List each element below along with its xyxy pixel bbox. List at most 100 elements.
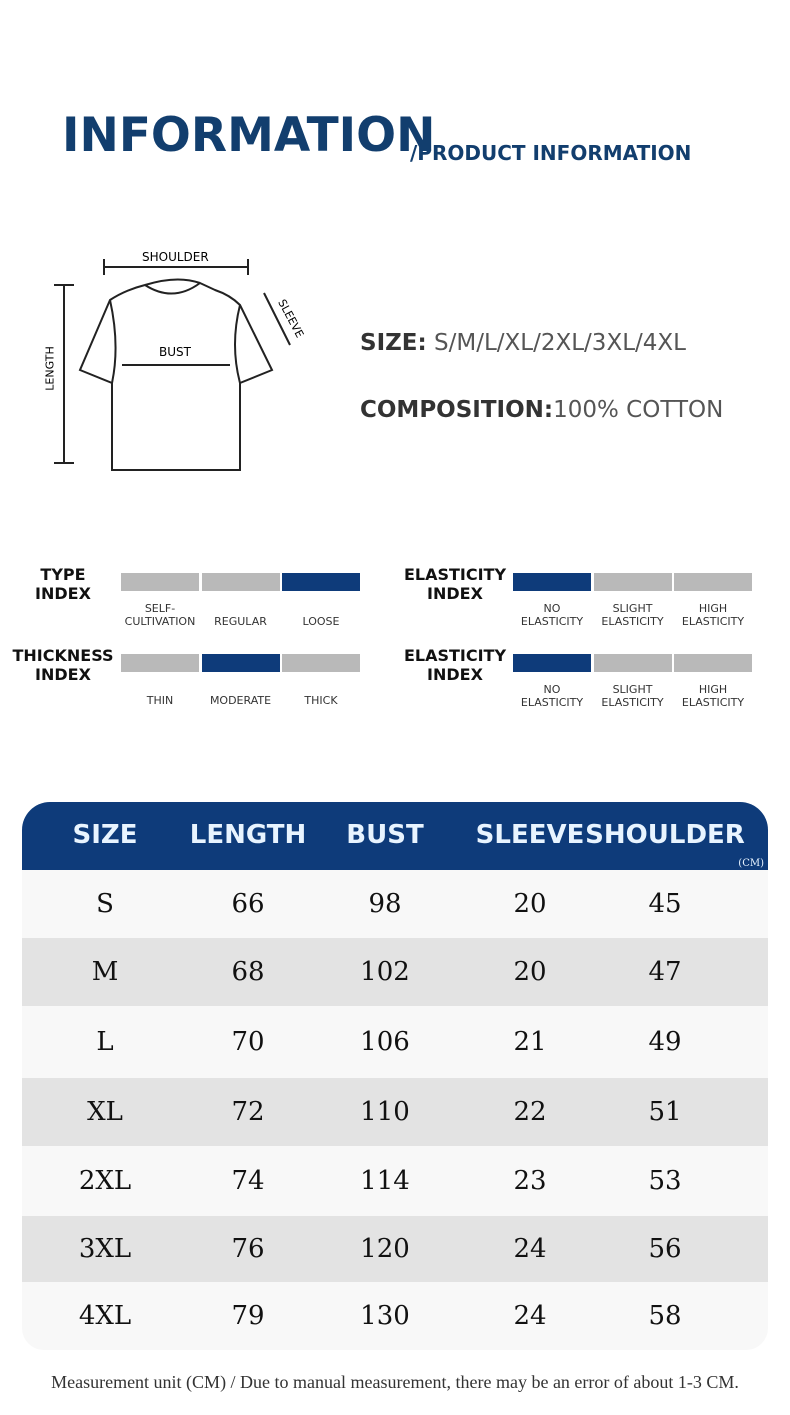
index-option-line: REGULAR — [214, 615, 267, 628]
table-cell: 2XL — [78, 1166, 132, 1196]
size-chart-table: (CM) SIZE LENGTH BUST SLEEVE SHOULDER S 66 98 2… — [22, 802, 768, 1350]
index-label-line: ELASTICITY — [403, 565, 507, 584]
table-row: L 70 106 21 49 — [22, 1006, 768, 1078]
table-cell: XL — [87, 1097, 123, 1127]
table-cell: 76 — [231, 1234, 265, 1264]
index-option-line: MODERATE — [209, 694, 272, 707]
table-row: M 68 102 20 47 — [22, 938, 768, 1006]
unit-label: (CM) — [738, 858, 764, 869]
composition-info: COMPOSITION:100% COTTON — [360, 397, 723, 423]
table-cell: 68 — [231, 957, 265, 987]
table-cell: S — [96, 889, 114, 919]
table-cell: 114 — [360, 1166, 410, 1196]
index-bar-segment — [121, 654, 199, 672]
size-info: SIZE: S/M/L/XL/2XL/3XL/4XL — [360, 330, 686, 356]
index-bar-segment — [513, 654, 591, 672]
index-option-line: HIGH ELASTICITY — [681, 602, 745, 628]
index-label-line: THICKNESS — [12, 646, 114, 665]
table-cell: 70 — [231, 1027, 265, 1057]
table-cell: 24 — [513, 1234, 547, 1264]
size-info-value: S/M/L/XL/2XL/3XL/4XL — [434, 330, 686, 356]
index-option-label: THICK — [276, 694, 366, 707]
index-bar-segment — [201, 573, 280, 591]
table-cell: M — [91, 957, 119, 987]
table-cell: 22 — [513, 1097, 547, 1127]
tshirt-diagram-icon — [54, 259, 291, 471]
index-option-line: SELF- CULTIVATION — [124, 602, 196, 628]
index-label: ELASTICITY INDEX — [395, 565, 515, 603]
index-bar-segment — [282, 654, 360, 672]
index-option-label: NO ELASTICITY — [507, 683, 597, 709]
table-cell: 20 — [513, 889, 547, 919]
index-option-label: HIGH ELASTICITY — [668, 683, 758, 709]
table-cell: 110 — [360, 1097, 410, 1127]
index-bar-segment — [674, 654, 752, 672]
index-option-line: THIN — [146, 694, 174, 707]
table-cell: 47 — [648, 957, 682, 987]
table-cell: 45 — [648, 889, 682, 919]
table-cell: 49 — [648, 1027, 682, 1057]
column-header: SIZE — [72, 820, 138, 850]
table-header: (CM) SIZE LENGTH BUST SLEEVE SHOULDER — [22, 802, 768, 870]
table-cell: 51 — [648, 1097, 682, 1127]
table-cell: 23 — [513, 1166, 547, 1196]
index-label-line: INDEX — [427, 665, 483, 684]
index-option-label: SLIGHT ELASTICITY — [588, 602, 678, 628]
table-row: 2XL 74 114 23 53 — [22, 1146, 768, 1216]
table-row: 3XL 76 120 24 56 — [22, 1216, 768, 1282]
table-cell: 21 — [513, 1027, 547, 1057]
index-label-line: TYPE — [40, 565, 86, 584]
index-bar-segment — [282, 573, 360, 591]
index-option-label: SLIGHT ELASTICITY — [588, 683, 678, 709]
page-title: INFORMATION — [62, 108, 436, 163]
table-cell: 130 — [360, 1301, 410, 1331]
shoulder-label: SHOULDER — [142, 250, 209, 264]
index-option-line: SLIGHT ELASTICITY — [601, 602, 664, 628]
index-option-line: HIGH ELASTICITY — [681, 683, 745, 709]
index-label: TYPE INDEX — [3, 565, 123, 603]
column-header: LENGTH — [189, 820, 307, 850]
size-info-label: SIZE: — [360, 330, 427, 356]
index-option-line: NO ELASTICITY — [520, 683, 584, 709]
index-option-label: SELF- CULTIVATION — [115, 602, 205, 628]
table-cell: 4XL — [78, 1301, 132, 1331]
table-cell: 102 — [360, 957, 410, 987]
table-cell: 79 — [231, 1301, 265, 1331]
table-cell: 120 — [360, 1234, 410, 1264]
table-cell: L — [96, 1027, 114, 1057]
index-option-line: LOOSE — [302, 615, 340, 628]
index-option-label: MODERATE — [196, 694, 286, 707]
table-cell: 56 — [648, 1234, 682, 1264]
table-cell: 66 — [231, 889, 265, 919]
index-bar-segment — [593, 654, 672, 672]
composition-info-value: 100% COTTON — [553, 397, 724, 423]
page-subtitle: /PRODUCT INFORMATION — [410, 141, 692, 165]
table-cell: 106 — [360, 1027, 410, 1057]
index-label-line: ELASTICITY — [403, 646, 507, 665]
table-cell: 3XL — [78, 1234, 132, 1264]
index-label: THICKNESS INDEX — [3, 646, 123, 684]
index-bar-segment — [513, 573, 591, 591]
length-label: LENGTH — [43, 346, 57, 391]
index-option-line: NO ELASTICITY — [520, 602, 584, 628]
table-cell: 53 — [648, 1166, 682, 1196]
index-label-line: INDEX — [427, 584, 483, 603]
index-option-label: THIN — [115, 694, 205, 707]
index-bar-segment — [593, 573, 672, 591]
table-cell: 74 — [231, 1166, 265, 1196]
index-option-line: THICK — [304, 694, 338, 707]
index-label: ELASTICITY INDEX — [395, 646, 515, 684]
table-row: 4XL 79 130 24 58 — [22, 1282, 768, 1350]
index-bar-segment — [674, 573, 752, 591]
index-option-label: REGULAR — [196, 615, 286, 628]
table-cell: 58 — [648, 1301, 682, 1331]
index-label-line: INDEX — [35, 665, 91, 684]
index-label-line: INDEX — [35, 584, 91, 603]
footer-note: Measurement unit (CM) / Due to manual me… — [51, 1372, 739, 1392]
table-row: XL 72 110 22 51 — [22, 1078, 768, 1146]
column-header: SLEEVE — [475, 820, 585, 850]
column-header: SHOULDER — [585, 820, 745, 850]
table-row: S 66 98 20 45 — [22, 870, 768, 938]
table-cell: 20 — [513, 957, 547, 987]
